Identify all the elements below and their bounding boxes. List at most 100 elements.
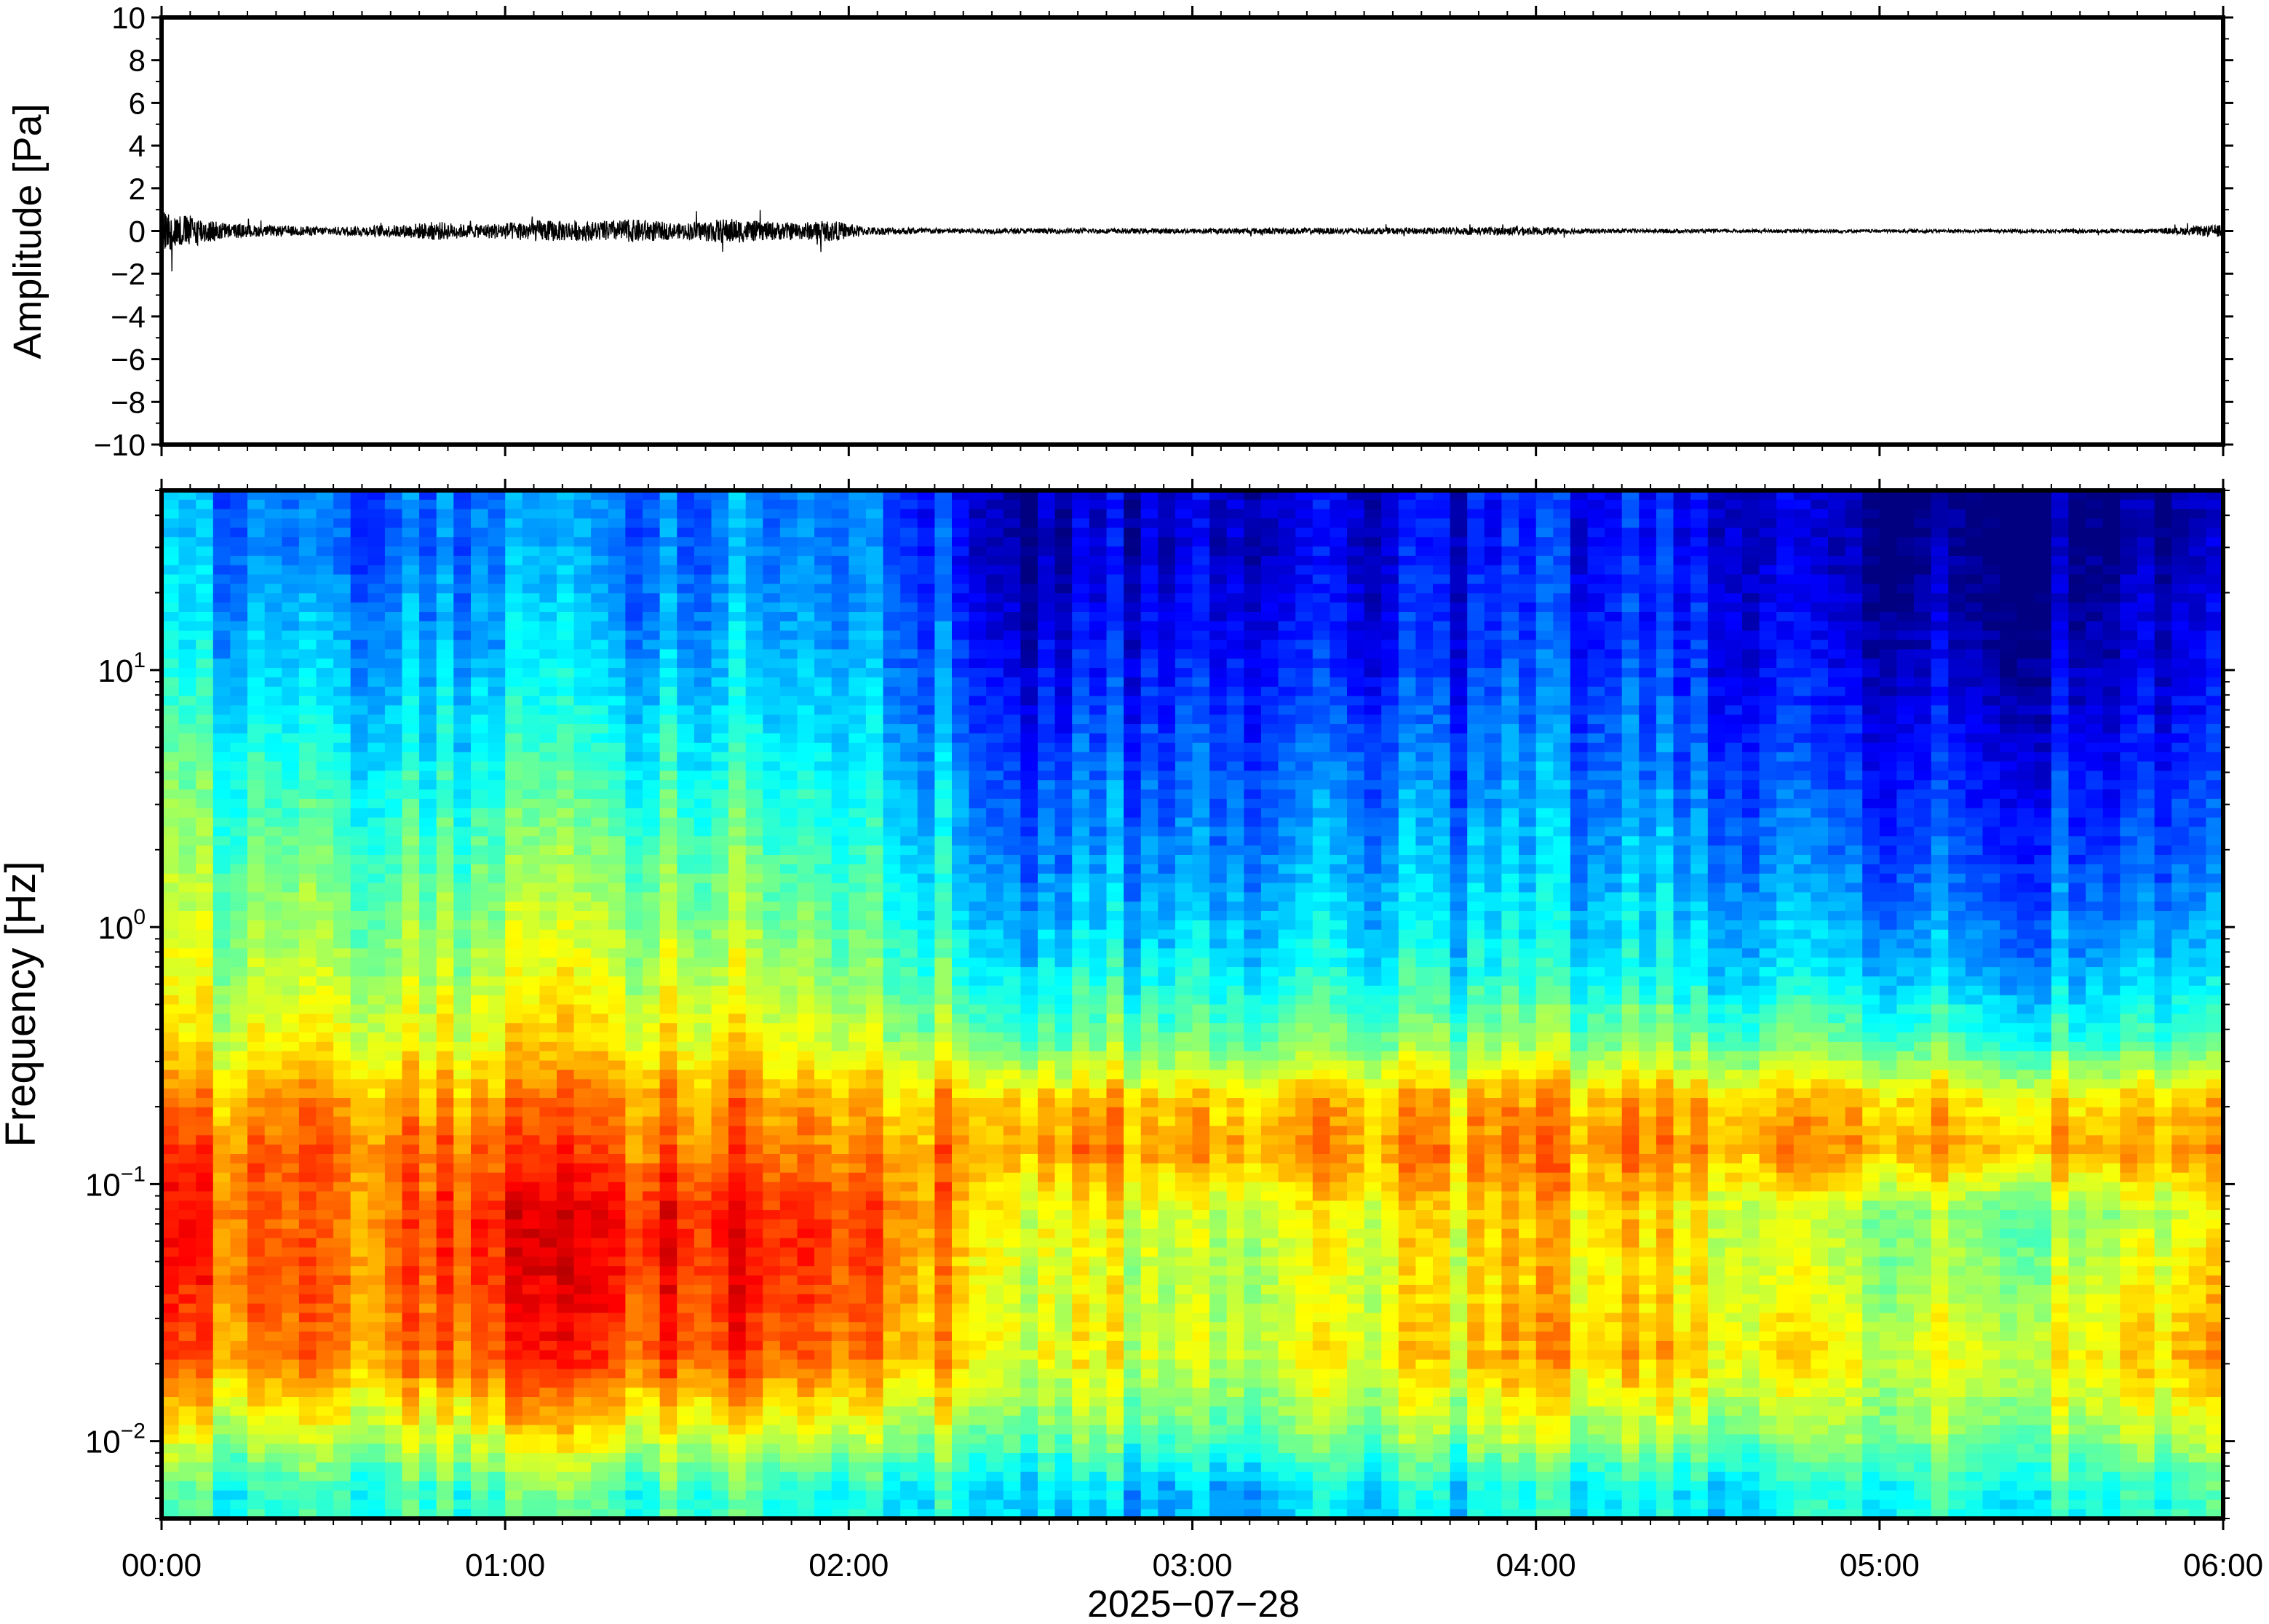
spectrogram-cell <box>316 771 334 781</box>
spectrogram-cell <box>591 929 609 940</box>
spectrogram-cell <box>745 1406 764 1417</box>
spectrogram-cell <box>333 1313 351 1323</box>
spectrogram-cell <box>608 808 627 819</box>
spectrogram-cell <box>402 696 420 706</box>
spectrogram-cell <box>384 1191 403 1201</box>
spectrogram-cell <box>264 593 283 603</box>
spectrogram-cell <box>865 1397 884 1407</box>
spectrogram-cell <box>178 855 196 865</box>
spectrogram-cell <box>402 1032 420 1043</box>
spectrogram-cell <box>453 584 472 594</box>
spectrogram-cell <box>505 1228 523 1239</box>
spectrogram-cell <box>711 705 729 715</box>
spectrogram-cell <box>471 976 489 987</box>
spectrogram-cell <box>797 1247 815 1258</box>
spectrogram-cell <box>350 1051 369 1062</box>
spectrogram-cell <box>591 1023 609 1033</box>
spectrogram-cell <box>643 976 661 987</box>
spectrogram-cell <box>643 1247 661 1258</box>
spectrogram-cell <box>316 1257 334 1267</box>
spectrogram-cell <box>178 771 196 781</box>
spectrogram-cell <box>591 621 609 632</box>
spectrogram-cell <box>505 733 523 744</box>
spectrogram-cell <box>557 1322 575 1332</box>
spectrogram-cell <box>643 1388 661 1398</box>
spectrogram-cell <box>625 1079 643 1089</box>
spectrogram-cell <box>539 1172 557 1183</box>
spectrogram-cell <box>728 518 747 529</box>
spectrogram-cell <box>316 1388 334 1398</box>
spectrogram-cell <box>659 1004 677 1015</box>
spectrogram-cell <box>814 817 833 828</box>
spectrogram-cell <box>865 1154 884 1164</box>
spectrogram-cell <box>333 1191 351 1201</box>
spectrogram-cell <box>436 901 455 912</box>
spectrogram-cell <box>196 892 214 902</box>
spectrogram-cell <box>608 584 627 594</box>
spectrogram-cell <box>797 1415 815 1426</box>
spectrogram-cell <box>557 1126 575 1137</box>
spectrogram-cell <box>230 1425 248 1436</box>
spectrogram-cell <box>333 1079 351 1089</box>
spectrogram-cell <box>557 686 575 697</box>
spectrogram-cell <box>367 892 386 902</box>
spectrogram-cell <box>419 1032 437 1043</box>
spectrogram-cell <box>505 1359 523 1370</box>
spectrogram-cell <box>573 1182 592 1193</box>
spectrogram-cell <box>162 798 180 809</box>
spectrogram-cell <box>505 1415 523 1426</box>
spectrogram-cell <box>367 1388 386 1398</box>
spectrogram-cell <box>849 499 867 510</box>
spectrogram-cell <box>316 1359 334 1370</box>
spectrogram-cell <box>831 1070 850 1080</box>
spectrogram-cell <box>316 855 334 865</box>
spectrogram-cell <box>230 1471 248 1482</box>
spectrogram-cell <box>643 612 661 622</box>
spectrogram-cell <box>453 995 472 1006</box>
spectrogram-cell <box>212 1388 231 1398</box>
spectrogram-cell <box>419 1481 437 1492</box>
spectrogram-cell <box>178 1340 196 1351</box>
spectrogram-cell <box>298 593 317 603</box>
spectrogram-cell <box>728 845 747 856</box>
spectrogram-cell <box>625 733 643 744</box>
spectrogram-cell <box>505 696 523 706</box>
spectrogram-cell <box>643 1070 661 1080</box>
spectrogram-cell <box>573 630 592 641</box>
spectrogram-cell <box>522 1500 541 1510</box>
spectrogram-cell <box>298 705 317 715</box>
spectrogram-cell <box>384 864 403 875</box>
spectrogram-cell <box>659 612 677 622</box>
spectrogram-cell <box>488 1332 506 1342</box>
spectrogram-cell <box>625 1219 643 1230</box>
spectrogram-cell <box>745 1453 764 1463</box>
spectrogram-cell <box>264 1172 283 1183</box>
spectrogram-cell <box>350 1079 369 1089</box>
spectrogram-cell <box>779 817 798 828</box>
spectrogram-cell <box>471 499 489 510</box>
spectrogram-cell <box>436 1462 455 1473</box>
spectrogram-cell <box>196 780 214 790</box>
spectrogram-cell <box>659 1210 677 1220</box>
spectrogram-cell <box>178 1116 196 1127</box>
spectrogram-cell <box>728 827 747 837</box>
spectrogram-cell <box>522 1145 541 1155</box>
spectrogram-cell <box>453 1051 472 1062</box>
spectrogram-cell <box>384 1182 403 1193</box>
spectrogram-cell <box>453 1415 472 1426</box>
spectrogram-cell <box>522 1332 541 1342</box>
spectrogram-cell <box>677 1462 695 1473</box>
spectrogram-cell <box>230 724 248 734</box>
spectrogram-cell <box>282 1079 300 1089</box>
spectrogram-cell <box>694 1098 712 1108</box>
spectrogram-cell <box>643 1116 661 1127</box>
spectrogram-cell <box>247 640 266 650</box>
spectrogram-cell <box>557 1369 575 1380</box>
spectrogram-cell <box>367 1060 386 1071</box>
spectrogram-cell <box>763 901 781 912</box>
spectrogram-cell <box>230 1088 248 1099</box>
spectrogram-cell <box>178 1471 196 1482</box>
spectrogram-cell <box>831 920 850 931</box>
spectrogram-cell <box>900 565 918 576</box>
spectrogram-cell <box>316 1135 334 1145</box>
